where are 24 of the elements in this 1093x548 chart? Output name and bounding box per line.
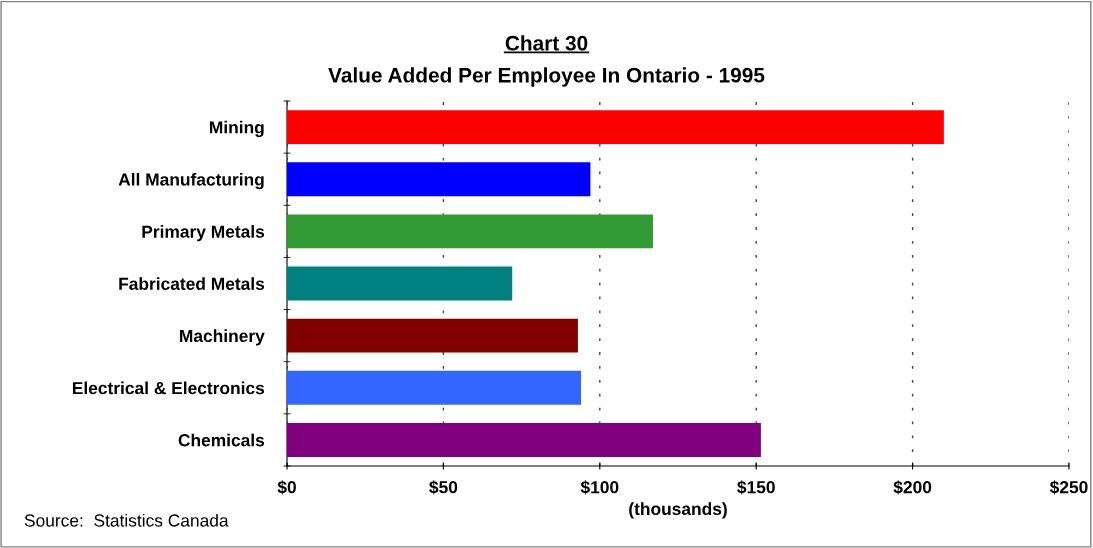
y-tick-label: Primary Metals [142,225,265,242]
x-tick-label: $250 [1049,480,1088,495]
x-tick-label: $150 [737,480,775,495]
x-tick-label: $200 [893,480,932,495]
y-tick-label: Fabricated Metals [119,277,265,290]
bar [287,110,944,145]
y-tick-label: All Manufacturing [118,172,264,190]
chart-title: Chart 30 [505,35,588,51]
bar [287,370,582,405]
bar [287,162,591,197]
bar [287,422,761,457]
x-tick-label: $50 [429,480,458,495]
y-tick-label: Electrical & Electronics [72,381,265,395]
bar [287,318,578,353]
x-tick-label: $0 [277,480,296,495]
x-axis-title: (thousands) [629,502,727,519]
y-tick-label: Mining [210,120,264,138]
source-note: Source: Statistics Canada [24,513,229,527]
y-tick-label: Machinery [180,329,265,346]
bar [287,214,653,249]
y-tick-label: Chemicals [178,433,265,447]
chart-subtitle: Value Added Per Employee In Ontario - 1995 [328,67,765,87]
bar [287,266,513,301]
x-tick-label: $100 [580,480,619,495]
